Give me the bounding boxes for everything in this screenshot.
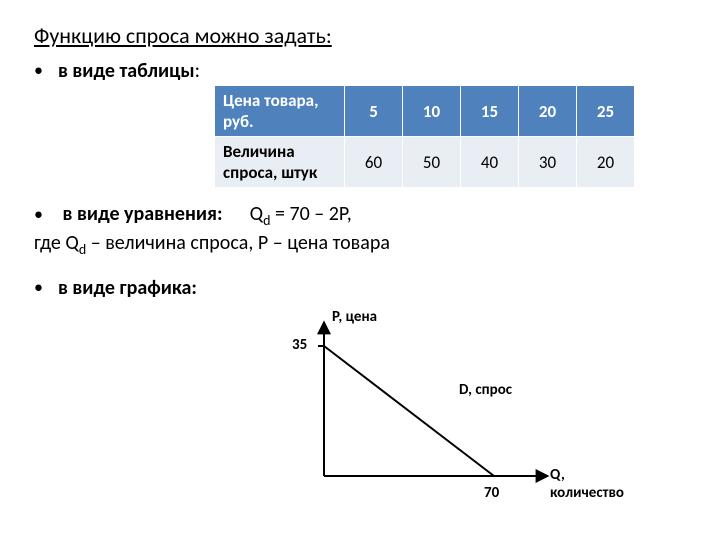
- demand-cell: 20: [577, 137, 635, 188]
- equation-description: где Qd – величина спроса, P – цена товар…: [34, 231, 686, 258]
- demand-table: Цена товара, руб. 510152025 Величина спр…: [214, 85, 635, 188]
- bullet-graph-text: в виде графика:: [58, 276, 197, 300]
- table-row-header-demand: Величина спроса, штук: [215, 137, 345, 188]
- demand-chart: P, цена Q, количество D, спрос 35 70: [264, 306, 624, 526]
- demand-cell: 30: [519, 137, 577, 188]
- bullet-table: • в виде таблицы:: [34, 59, 686, 83]
- x-intercept-label: 70: [484, 484, 499, 502]
- price-cell: 10: [403, 86, 461, 137]
- price-cell: 20: [519, 86, 577, 137]
- bullet-graph: • в виде графика:: [34, 276, 686, 300]
- y-intercept-label: 35: [292, 336, 307, 354]
- price-cell: 15: [461, 86, 519, 137]
- bullet-table-text: в виде таблицы:: [58, 59, 200, 83]
- table-row-header-price: Цена товара, руб.: [215, 86, 345, 137]
- price-cell: 5: [345, 86, 403, 137]
- bullet-dot: •: [34, 276, 58, 298]
- price-cell: 25: [577, 86, 635, 137]
- demand-cell: 40: [461, 137, 519, 188]
- bullet-dot: •: [34, 59, 58, 81]
- equation-formula: Qd = 70 – 2P,: [250, 202, 352, 226]
- demand-cell: 60: [345, 137, 403, 188]
- y-axis-label: P, цена: [332, 308, 377, 326]
- page-title: Функцию спроса можно задать:: [34, 22, 686, 49]
- x-axis-label: Q, количество: [550, 466, 624, 502]
- demand-cell: 50: [403, 137, 461, 188]
- demand-curve: [324, 346, 494, 476]
- curve-label: D, спрос: [459, 381, 512, 399]
- bullet-equation: • в виде уравнения: Qd = 70 – 2P,: [34, 202, 686, 229]
